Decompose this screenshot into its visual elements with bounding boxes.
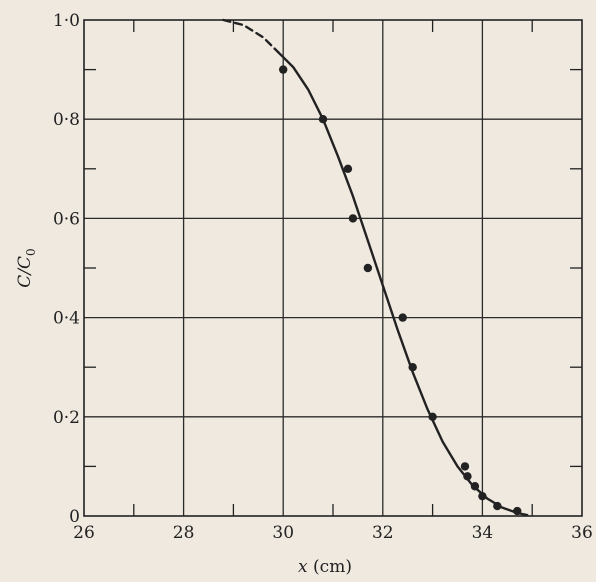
data-point xyxy=(398,313,407,322)
data-point xyxy=(460,462,470,471)
x-tick-label: 26 xyxy=(73,523,95,543)
y-tick-label: 0·4 xyxy=(53,309,80,329)
x-tick-label: 30 xyxy=(272,523,294,543)
data-point xyxy=(363,263,373,273)
y-tick-label: 0·2 xyxy=(53,408,80,428)
x-tick-label: 36 xyxy=(571,523,593,543)
data-point xyxy=(463,472,472,481)
grid-layer xyxy=(84,20,582,516)
x-axis-label: x (cm) xyxy=(298,557,352,577)
y-tick-label: 0 xyxy=(69,507,80,527)
x-tick-label: 34 xyxy=(472,523,494,543)
series-layer xyxy=(222,18,529,517)
y-tick-label: 0·6 xyxy=(53,209,80,229)
y-tick-label: 0·8 xyxy=(53,110,80,130)
text-layer: 26 28 30 32 34 36 0 0·2 0·4 0·6 0·8 1·0 x (cm) C/C0 xyxy=(15,11,593,577)
fit-curve xyxy=(277,51,529,517)
x-tick-label: 28 xyxy=(173,523,195,543)
fit-curve-dashed xyxy=(222,18,280,54)
y-axis-label: C/C0 xyxy=(15,248,38,287)
data-point xyxy=(348,214,358,223)
data-point xyxy=(343,164,353,173)
plot-frame xyxy=(83,19,583,517)
data-point xyxy=(478,491,487,501)
x-tick-label: 32 xyxy=(372,523,394,543)
data-point xyxy=(279,65,288,74)
y-tick-label: 1·0 xyxy=(53,11,80,31)
axes-layer xyxy=(83,19,583,517)
